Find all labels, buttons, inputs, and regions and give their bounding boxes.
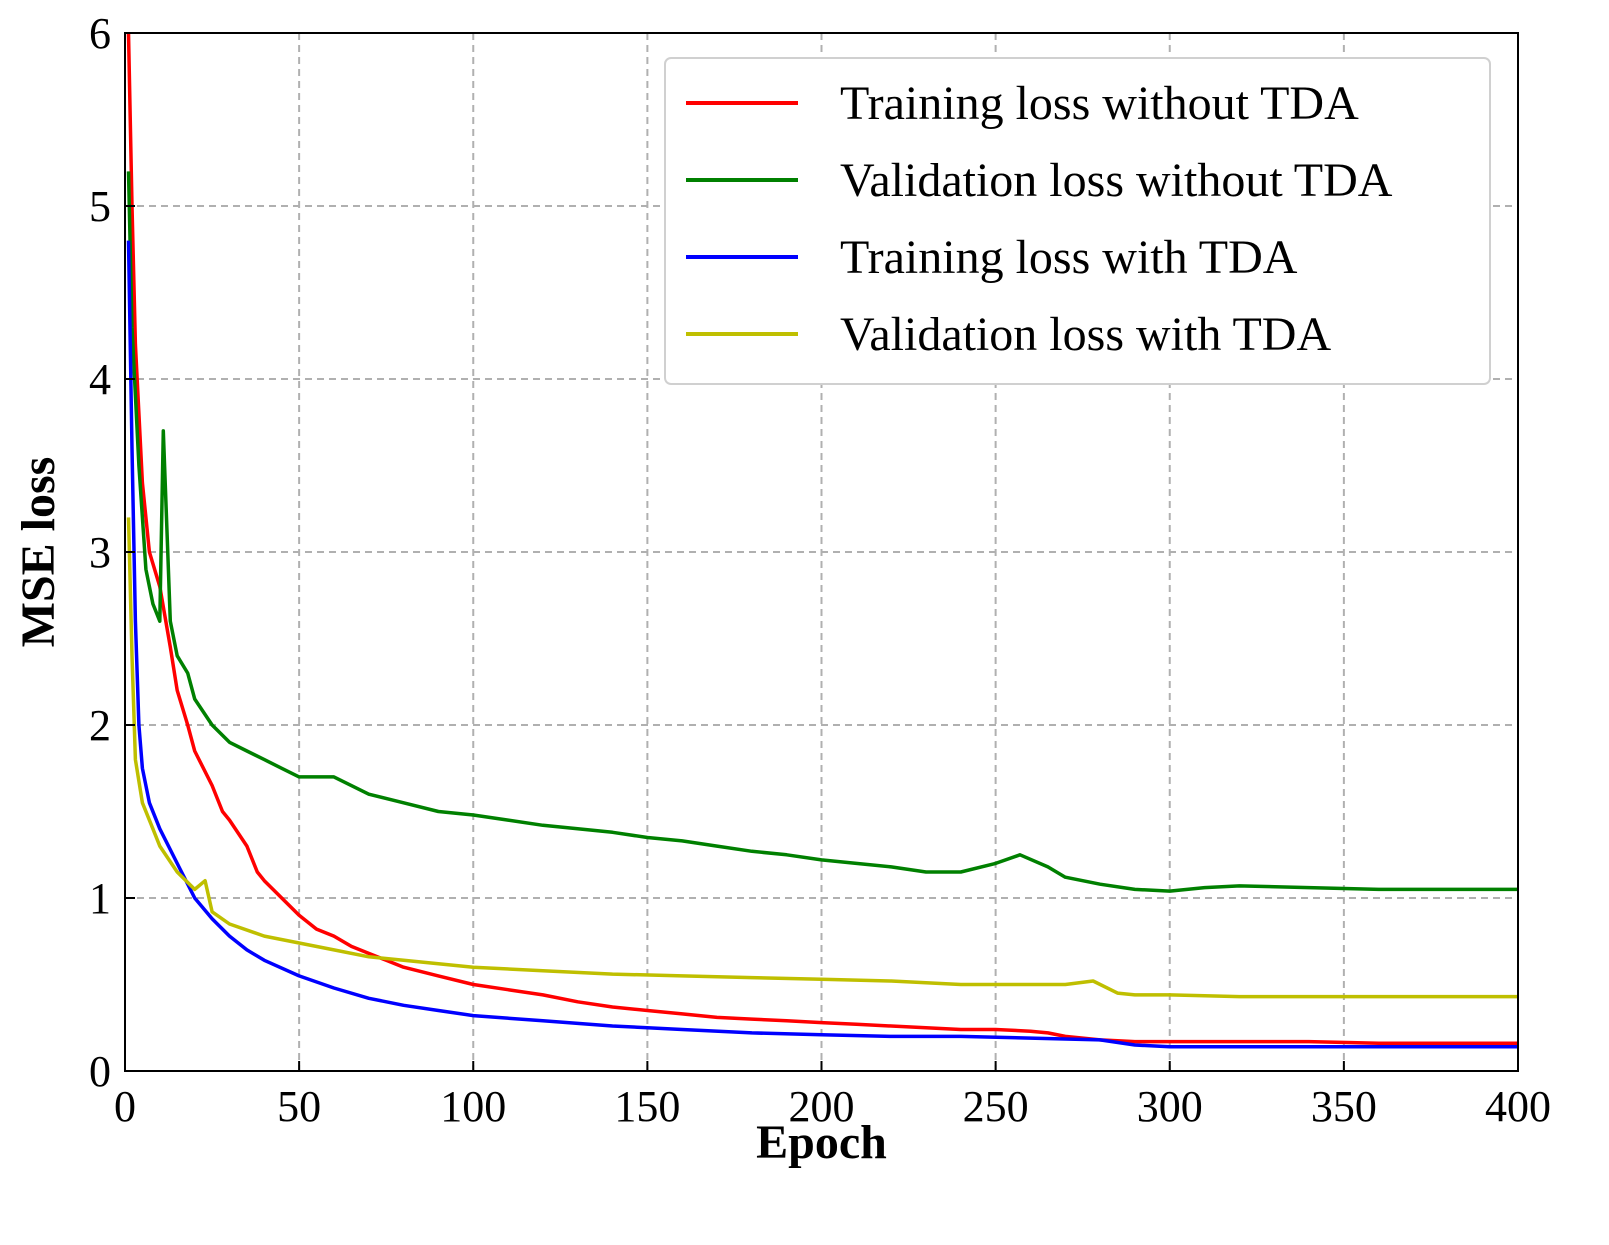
series-line-1 xyxy=(126,171,1518,893)
axis-ticks: 0 50 100 150 200 250 300 350 400 0 1 2 3 4 5 6 xyxy=(89,9,1551,1131)
series-line-3 xyxy=(126,517,1518,999)
legend-box xyxy=(664,57,1491,385)
x-axis-title: Epoch xyxy=(756,1116,887,1169)
x-tick-label: 400 xyxy=(1485,1082,1551,1131)
x-tick-label: 300 xyxy=(1137,1082,1203,1131)
y-tick-label: 0 xyxy=(89,1047,111,1096)
y-tick-label: 1 xyxy=(89,874,111,923)
y-axis-title: MSE loss xyxy=(12,457,65,648)
x-tick-label: 350 xyxy=(1311,1082,1377,1131)
x-tick-label: 150 xyxy=(614,1082,680,1131)
x-tick-label: 200 xyxy=(789,1082,855,1131)
legend: Training loss without TDA Validation loss… xyxy=(664,57,1491,385)
series-line-2 xyxy=(126,240,1518,1049)
legend-label: Training loss without TDA xyxy=(840,77,1359,130)
x-tick-label: 100 xyxy=(440,1082,506,1131)
y-tick-label: 6 xyxy=(89,9,111,58)
y-tick-label: 4 xyxy=(89,355,111,404)
y-tick-label: 3 xyxy=(89,528,111,577)
y-tick-label: 5 xyxy=(89,182,111,231)
series-line-0 xyxy=(126,33,1518,1046)
series-layer xyxy=(126,33,1518,1049)
legend-label: Training loss with TDA xyxy=(840,231,1298,284)
y-tick-label: 2 xyxy=(89,701,111,750)
legend-label: Validation loss without TDA xyxy=(840,154,1393,207)
x-tick-label: 250 xyxy=(963,1082,1029,1131)
x-tick-label: 0 xyxy=(114,1082,136,1131)
x-tick-label: 50 xyxy=(277,1082,321,1131)
legend-label: Validation loss with TDA xyxy=(840,308,1331,361)
